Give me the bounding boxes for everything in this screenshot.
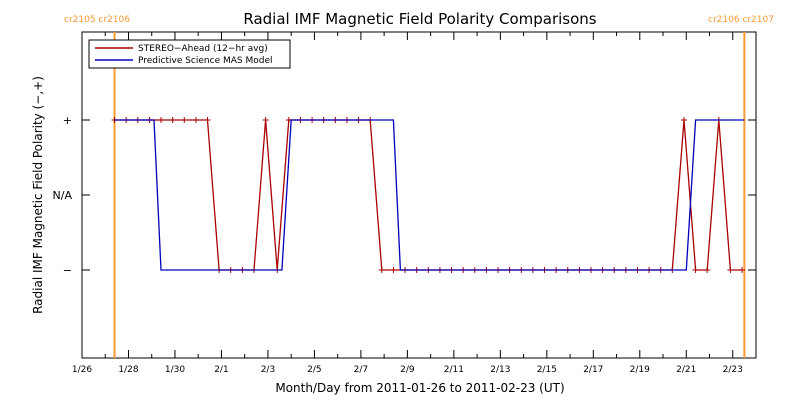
x-axis-label: Month/Day from 2011-01-26 to 2011-02-23 … bbox=[275, 381, 564, 395]
legend: STEREO−Ahead (12−hr avg) Predictive Scie… bbox=[88, 39, 291, 69]
x-tick-label: 2/3 bbox=[261, 365, 275, 375]
stereo-data-point bbox=[169, 117, 176, 123]
stereo-data-point bbox=[181, 117, 188, 123]
x-tick-label: 2/1 bbox=[214, 365, 228, 375]
legend-label-stereo: STEREO−Ahead (12−hr avg) bbox=[138, 44, 268, 54]
y-tick-label: − bbox=[63, 264, 72, 277]
stereo-data-point bbox=[390, 267, 397, 273]
x-tick-label: 2/21 bbox=[676, 365, 696, 375]
stereo-data-point bbox=[378, 267, 385, 273]
carrington-label: cr2105 cr2106 bbox=[64, 15, 130, 25]
x-tick-label: 1/26 bbox=[72, 365, 92, 375]
plot-frame bbox=[81, 31, 757, 359]
x-tick-label: 2/11 bbox=[444, 365, 464, 375]
mas-model-line bbox=[114, 119, 745, 271]
stereo-data-point bbox=[680, 117, 687, 123]
axis-ticks: 1/26 1/28 1/30 2/1 2/3 2/5 2/7 2/9 2/11 2/13 2/15 2… bbox=[53, 32, 756, 375]
carrington-label: cr2106 cr2107 bbox=[708, 15, 774, 25]
stereo-data-point bbox=[158, 117, 165, 123]
y-tick-label: N/A bbox=[53, 189, 73, 202]
stereo-data-point bbox=[192, 117, 199, 123]
y-tick-label: + bbox=[63, 114, 72, 127]
carrington-markers: cr2105 cr2106 cr2106 cr2107 bbox=[64, 15, 774, 358]
stereo-data-point bbox=[262, 117, 269, 123]
x-tick-label: 2/13 bbox=[490, 365, 510, 375]
y-axis-label: Radial IMF Magnetic Field Polarity (−,+) bbox=[31, 76, 45, 314]
x-tick-label: 2/19 bbox=[630, 365, 650, 375]
stereo-data-point bbox=[204, 117, 211, 123]
x-tick-label: 2/7 bbox=[354, 365, 368, 375]
legend-label-mas: Predictive Science MAS Model bbox=[138, 56, 273, 66]
stereo-data-point bbox=[727, 267, 734, 273]
chart-title: Radial IMF Magnetic Field Polarity Compa… bbox=[243, 10, 596, 28]
x-tick-label: 2/23 bbox=[723, 365, 743, 375]
x-tick-label: 2/9 bbox=[400, 365, 415, 375]
series-lines bbox=[111, 117, 746, 273]
x-tick-label: 2/5 bbox=[307, 365, 321, 375]
stereo-data-point bbox=[692, 267, 699, 273]
x-tick-label: 2/15 bbox=[537, 365, 557, 375]
stereo-data-point bbox=[704, 267, 711, 273]
x-tick-label: 1/30 bbox=[165, 365, 185, 375]
x-tick-label: 1/28 bbox=[118, 365, 138, 375]
stereo-ahead-line bbox=[114, 119, 743, 271]
legend-box bbox=[88, 39, 291, 69]
stereo-data-point bbox=[739, 267, 746, 273]
x-tick-label: 2/17 bbox=[583, 365, 603, 375]
